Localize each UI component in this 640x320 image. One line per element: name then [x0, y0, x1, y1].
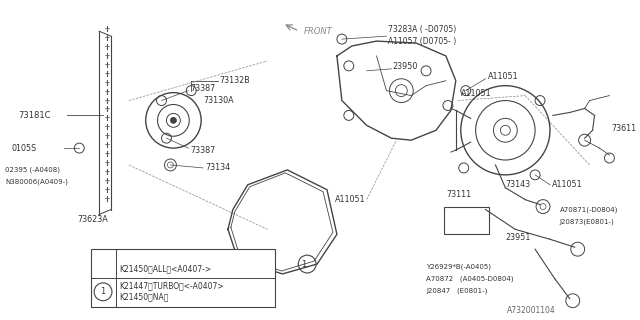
Text: A70872   (A0405-D0804): A70872 (A0405-D0804) [426, 276, 513, 282]
Text: J20847   (E0801-): J20847 (E0801-) [426, 288, 488, 294]
Text: 73387: 73387 [190, 146, 216, 155]
Text: 73387: 73387 [190, 84, 216, 93]
Text: 73623A: 73623A [77, 215, 108, 224]
Text: 73283A ( -D0705): 73283A ( -D0705) [388, 25, 457, 34]
Text: K21447〈TURBO〉<-A0407>: K21447〈TURBO〉<-A0407> [119, 281, 223, 290]
Text: N380006(A0409-): N380006(A0409-) [5, 179, 68, 185]
Text: J20873(E0801-): J20873(E0801-) [560, 218, 614, 225]
Text: 73134: 73134 [205, 164, 230, 172]
Text: K21450〈NA〉: K21450〈NA〉 [119, 292, 168, 301]
Text: A732001104: A732001104 [508, 306, 556, 315]
Text: 73611: 73611 [611, 124, 637, 133]
Text: 23950: 23950 [392, 62, 418, 71]
Text: 1: 1 [100, 287, 106, 296]
Text: 73111: 73111 [446, 190, 471, 199]
Text: 1: 1 [301, 260, 307, 268]
Text: 73143: 73143 [506, 180, 531, 189]
Text: A70871(-D0804): A70871(-D0804) [560, 206, 618, 213]
Bar [444, 207, 488, 234]
Text: 02395 (-A0408): 02395 (-A0408) [5, 167, 60, 173]
Text: 73181C: 73181C [18, 111, 51, 120]
Text: K21450〈ALL〉<A0407->: K21450〈ALL〉<A0407-> [119, 265, 211, 274]
Text: Y26929*B(-A0405): Y26929*B(-A0405) [426, 264, 491, 270]
Text: A11051: A11051 [488, 72, 518, 81]
Text: 73130A: 73130A [203, 96, 234, 105]
Text: FRONT: FRONT [304, 27, 333, 36]
Circle shape [170, 117, 177, 123]
Text: A11057 (D0705- ): A11057 (D0705- ) [388, 36, 457, 45]
Text: 23951: 23951 [506, 233, 531, 242]
Text: A11051: A11051 [335, 195, 365, 204]
Bar [91, 249, 275, 307]
Text: 0105S: 0105S [12, 144, 37, 153]
Text: A11051: A11051 [552, 180, 582, 189]
Text: 73132B: 73132B [219, 76, 250, 85]
Text: A11051: A11051 [461, 89, 492, 98]
